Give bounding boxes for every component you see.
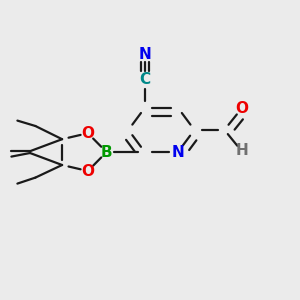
Text: H: H xyxy=(235,143,248,158)
Text: O: O xyxy=(81,164,94,178)
Text: C: C xyxy=(139,72,151,87)
Text: N: N xyxy=(139,46,151,62)
Text: B: B xyxy=(101,145,112,160)
Text: N: N xyxy=(172,145,184,160)
Text: O: O xyxy=(235,101,248,116)
Text: O: O xyxy=(81,126,94,141)
